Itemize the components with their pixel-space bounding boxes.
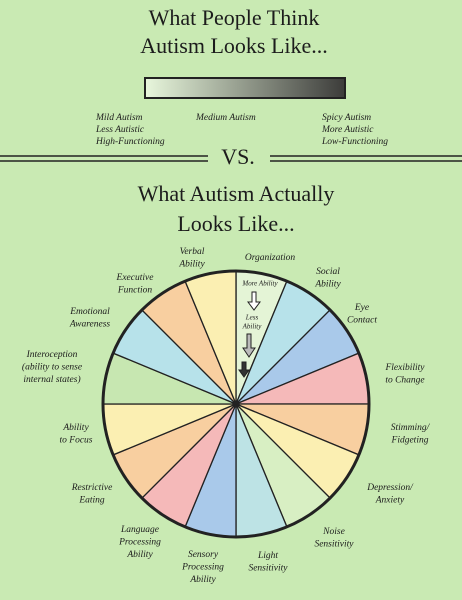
segment-label: Eating [78, 496, 105, 506]
segment-label: Ability [314, 280, 341, 290]
spectrum-label: Medium Autism [195, 113, 256, 123]
segment-label: Light [257, 551, 278, 561]
segment-label: Ability [178, 260, 205, 270]
divider-lines [0, 155, 462, 162]
spectrum-label: High-Functioning [95, 137, 165, 147]
segment-label: (ability to sense [22, 362, 82, 373]
spectrum-label: More Autistic [321, 125, 374, 135]
segment-label: Emotional [69, 307, 110, 317]
segment-label: Function [117, 286, 153, 296]
segment-label: Organization [245, 253, 296, 263]
segment-label: Restrictive [71, 483, 113, 493]
segment-label: Processing [181, 563, 224, 573]
segment-label: Depression/ [366, 483, 414, 493]
segment-label: Fidgeting [391, 436, 429, 446]
spectrum-label: Mild Autism [95, 113, 143, 123]
spectrum-label: Low-Functioning [321, 137, 388, 147]
segment-label: Language [120, 525, 159, 535]
arrow [238, 361, 250, 378]
spectrum-bar [144, 77, 346, 99]
segment-label: Stimming/ [391, 423, 431, 433]
segment-label: Processing [118, 538, 161, 548]
subtitle: Looks Like... [177, 211, 294, 236]
annotation: Less [245, 314, 259, 322]
segment-label: Verbal [180, 247, 205, 257]
segment-label: Executive [116, 273, 154, 283]
segment-label: Anxiety [375, 496, 405, 506]
segment-label: Awareness [69, 320, 111, 330]
segment-label: Eye [354, 303, 369, 313]
pie-outline [101, 269, 371, 539]
segment-label: Interoception [26, 350, 78, 360]
segment-label: internal states) [23, 374, 80, 385]
divider: VS. [221, 144, 255, 169]
segment-label: Ability [126, 550, 153, 560]
arrow [247, 291, 261, 311]
annotation: More Ability [241, 280, 278, 288]
segment-label: to Focus [60, 436, 93, 446]
spectrum-label: Spicy Autism [322, 113, 371, 123]
title: Autism Looks Like... [140, 33, 328, 58]
segment-label: Contact [347, 316, 377, 326]
subtitle: What Autism Actually [138, 181, 335, 206]
segment-label: Sensory [188, 550, 219, 560]
segment-label: Flexibility [384, 363, 425, 373]
arrow [242, 333, 256, 358]
segment-label: Sensitivity [248, 564, 288, 574]
segment-label: Noise [322, 527, 345, 537]
segment-label: Social [316, 267, 340, 277]
segment-label: Ability [62, 423, 89, 433]
spectrum-label: Less Autistic [95, 125, 145, 135]
pie: Organization Social Ability Eye Contact Flexi… [22, 247, 431, 585]
segment-label: Ability [189, 575, 216, 585]
segment-label: Sensitivity [314, 540, 354, 550]
annotation: Ability [242, 323, 263, 331]
segment-label: to Change [385, 376, 424, 386]
title: What People Think [149, 5, 320, 30]
